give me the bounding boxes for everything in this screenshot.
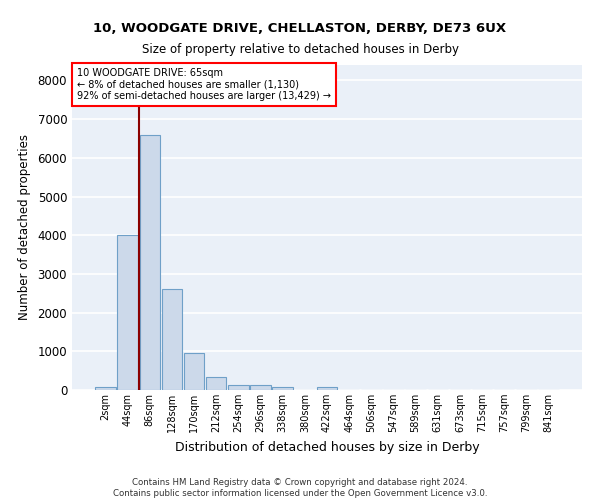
X-axis label: Distribution of detached houses by size in Derby: Distribution of detached houses by size … bbox=[175, 440, 479, 454]
Bar bbox=[228, 385, 248, 390]
Bar bbox=[206, 377, 226, 390]
Bar bbox=[161, 288, 182, 390]
Text: Size of property relative to detached houses in Derby: Size of property relative to detached ho… bbox=[142, 42, 458, 56]
Bar bbox=[95, 387, 116, 390]
Bar bbox=[250, 386, 271, 390]
Bar bbox=[184, 353, 204, 390]
Text: 10 WOODGATE DRIVE: 65sqm
← 8% of detached houses are smaller (1,130)
92% of semi: 10 WOODGATE DRIVE: 65sqm ← 8% of detache… bbox=[77, 68, 331, 102]
Text: Contains HM Land Registry data © Crown copyright and database right 2024.
Contai: Contains HM Land Registry data © Crown c… bbox=[113, 478, 487, 498]
Bar bbox=[317, 387, 337, 390]
Bar bbox=[118, 235, 138, 390]
Text: 10, WOODGATE DRIVE, CHELLASTON, DERBY, DE73 6UX: 10, WOODGATE DRIVE, CHELLASTON, DERBY, D… bbox=[94, 22, 506, 36]
Y-axis label: Number of detached properties: Number of detached properties bbox=[17, 134, 31, 320]
Bar bbox=[272, 387, 293, 390]
Bar bbox=[140, 136, 160, 390]
